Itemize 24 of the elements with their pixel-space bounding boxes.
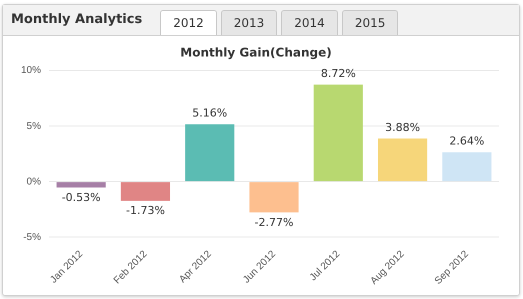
data-label: 5.16% <box>192 106 228 120</box>
bar <box>378 138 428 182</box>
y-tick-label: -5% <box>23 232 42 243</box>
data-label: 3.88% <box>385 120 420 134</box>
y-tick-label: 5% <box>26 120 42 132</box>
text: 2015 <box>342 10 398 35</box>
data-label: -1.73% <box>126 204 165 218</box>
bar <box>120 182 170 201</box>
chart-title: Monthly Gain(Change) <box>180 45 332 60</box>
data-label: 8.72% <box>320 66 356 80</box>
data-label: -0.53% <box>62 190 101 204</box>
bar <box>56 182 106 188</box>
bar <box>249 182 299 212</box>
text: 2013 <box>220 10 278 35</box>
bar <box>442 152 492 182</box>
bar <box>185 124 234 182</box>
y-tick-label: 0% <box>26 176 42 188</box>
y-tick-label: 10% <box>21 65 42 76</box>
data-label: 2.64% <box>449 134 484 148</box>
bar <box>314 84 363 182</box>
text: 2012 <box>160 10 217 35</box>
data-label: -2.77% <box>254 216 294 229</box>
text: Monthly Analytics <box>10 11 144 29</box>
text: 2014 <box>281 10 338 35</box>
